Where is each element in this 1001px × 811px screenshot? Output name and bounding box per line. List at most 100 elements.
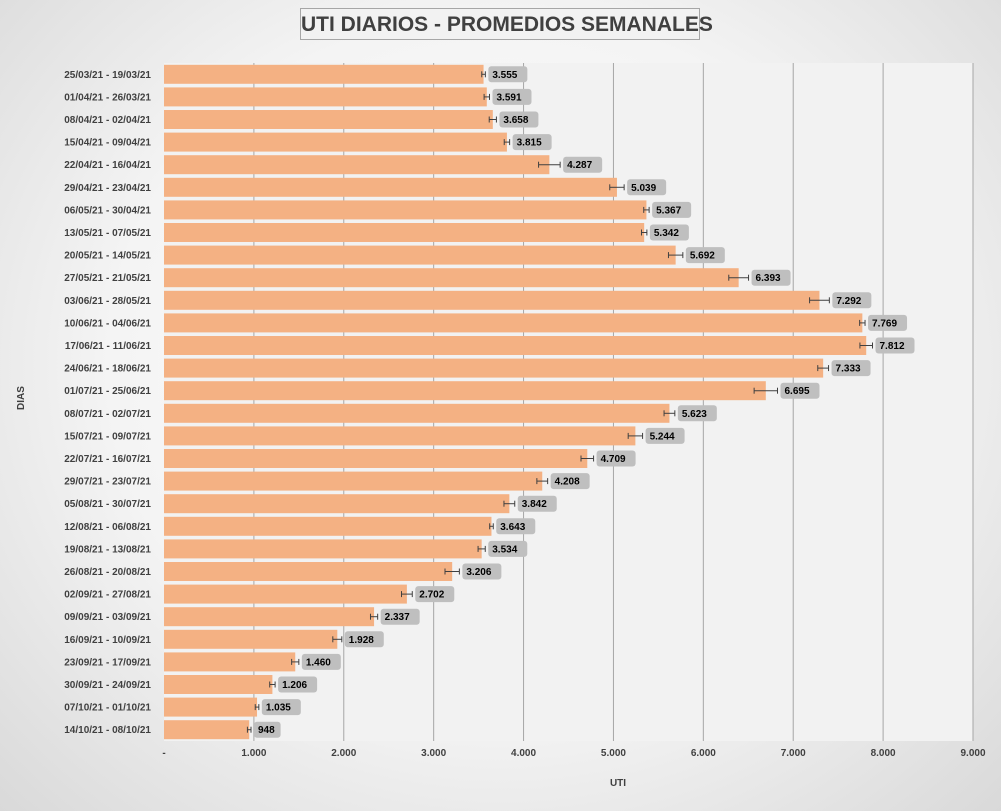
- y-category-label: 12/08/21 - 06/08/21: [64, 522, 151, 533]
- data-label: 5.367: [652, 201, 692, 218]
- y-category-label: 05/08/21 - 30/07/21: [64, 499, 151, 510]
- x-tick-label: 1.000: [241, 748, 266, 759]
- svg-text:5.244: 5.244: [650, 431, 675, 442]
- data-label: 7.769: [868, 314, 908, 331]
- data-label: 4.287: [563, 156, 603, 173]
- bar: [164, 494, 510, 514]
- y-category-label: 26/08/21 - 20/08/21: [64, 567, 151, 578]
- data-label: 3.842: [517, 495, 557, 512]
- svg-text:5.039: 5.039: [631, 183, 656, 194]
- data-label: 1.035: [261, 699, 301, 716]
- bar: [164, 584, 407, 604]
- data-label: 4.709: [596, 450, 636, 467]
- x-tick-label: 4.000: [511, 748, 536, 759]
- bar: [164, 516, 492, 536]
- svg-text:4.208: 4.208: [555, 477, 580, 488]
- svg-text:1.206: 1.206: [282, 680, 307, 691]
- bar: [164, 720, 250, 740]
- svg-text:3.842: 3.842: [522, 499, 547, 510]
- data-label: 5.623: [677, 405, 717, 422]
- error-bar: [503, 139, 511, 146]
- bar: [164, 132, 507, 152]
- error-bar: [400, 591, 413, 598]
- error-bar: [483, 93, 490, 100]
- bar: [164, 607, 375, 627]
- svg-text:3.206: 3.206: [466, 567, 491, 578]
- data-label: 6.393: [751, 269, 791, 286]
- svg-text:1.460: 1.460: [306, 657, 331, 668]
- bar: [164, 426, 636, 446]
- y-category-label: 07/10/21 - 01/10/21: [64, 703, 151, 714]
- bar: [164, 403, 670, 423]
- chart-title: UTI DIARIOS - PROMEDIOS SEMANALES: [300, 8, 713, 40]
- y-axis-labels: 25/03/21 - 19/03/21 01/04/21 - 26/03/21 08…: [64, 70, 151, 736]
- svg-text:5.623: 5.623: [682, 409, 707, 420]
- bar: [164, 449, 588, 468]
- error-bar: [503, 500, 516, 507]
- bar: [164, 64, 484, 84]
- y-category-label: 27/05/21 - 21/05/21: [64, 273, 151, 284]
- svg-text:3.555: 3.555: [492, 70, 517, 81]
- error-bar: [538, 161, 561, 168]
- error-bar: [643, 206, 650, 213]
- y-category-label: 22/04/21 - 16/04/21: [64, 160, 151, 171]
- svg-text:7.333: 7.333: [836, 364, 861, 375]
- y-category-label: 23/09/21 - 17/09/21: [64, 657, 151, 668]
- error-bar: [254, 704, 260, 711]
- error-bar: [609, 184, 625, 191]
- y-category-label: 01/07/21 - 25/06/21: [64, 386, 151, 397]
- svg-text:5.367: 5.367: [656, 205, 681, 216]
- y-category-label: 22/07/21 - 16/07/21: [64, 454, 151, 465]
- y-category-label: 09/09/21 - 03/09/21: [64, 612, 151, 623]
- data-label: 4.208: [550, 473, 590, 490]
- y-category-label: 17/06/21 - 11/06/21: [65, 341, 152, 352]
- plot-background: [164, 63, 973, 741]
- y-category-label: 19/08/21 - 13/08/21: [64, 544, 151, 555]
- error-bar: [488, 116, 497, 123]
- y-category-label: 15/04/21 - 09/04/21: [64, 138, 151, 149]
- y-category-label: 10/06/21 - 04/06/21: [64, 318, 151, 329]
- bars: [164, 64, 867, 740]
- data-label: 3.643: [496, 518, 536, 535]
- data-label: 2.702: [415, 586, 455, 603]
- svg-text:948: 948: [258, 725, 275, 736]
- bar: [164, 675, 273, 694]
- bar: [164, 200, 647, 220]
- data-label: 5.039: [627, 179, 667, 196]
- bar: [164, 87, 487, 107]
- grid-lines: [253, 63, 974, 741]
- data-label: 3.658: [499, 111, 539, 128]
- error-bar: [291, 658, 300, 665]
- error-bar: [817, 365, 830, 372]
- x-tick-label: 8.000: [871, 748, 896, 759]
- data-label: 6.695: [780, 382, 820, 399]
- error-bar: [477, 545, 486, 552]
- x-axis-title: UTI: [610, 778, 626, 789]
- svg-text:3.658: 3.658: [503, 115, 528, 126]
- error-bar: [489, 523, 494, 530]
- x-tick-label: 9.000: [960, 748, 985, 759]
- bar: [164, 290, 820, 310]
- bar: [164, 629, 338, 649]
- data-label: 948: [254, 721, 281, 738]
- error-bar: [859, 319, 866, 326]
- error-bar: [269, 681, 276, 688]
- svg-text:7.292: 7.292: [836, 296, 861, 307]
- y-category-label: 14/10/21 - 08/10/21: [64, 725, 151, 736]
- y-category-label: 08/07/21 - 02/07/21: [64, 409, 151, 420]
- error-bars: [246, 71, 874, 733]
- bar: [164, 223, 645, 242]
- plot-area: [164, 63, 973, 741]
- y-category-label: 15/07/21 - 09/07/21: [64, 431, 151, 442]
- bar: [164, 110, 493, 129]
- svg-text:3.591: 3.591: [496, 92, 521, 103]
- data-label: 3.591: [492, 88, 532, 105]
- data-label: 1.206: [278, 676, 318, 693]
- y-category-label: 20/05/21 - 14/05/21: [64, 251, 151, 262]
- x-axis-ticks: - 1.000 2.000 3.000 4.000 5.000 6.000 7.000 8.00…: [162, 748, 986, 759]
- y-category-label: 30/09/21 - 24/09/21: [64, 680, 151, 691]
- bar: [164, 245, 676, 265]
- x-tick-label: 6.000: [691, 748, 716, 759]
